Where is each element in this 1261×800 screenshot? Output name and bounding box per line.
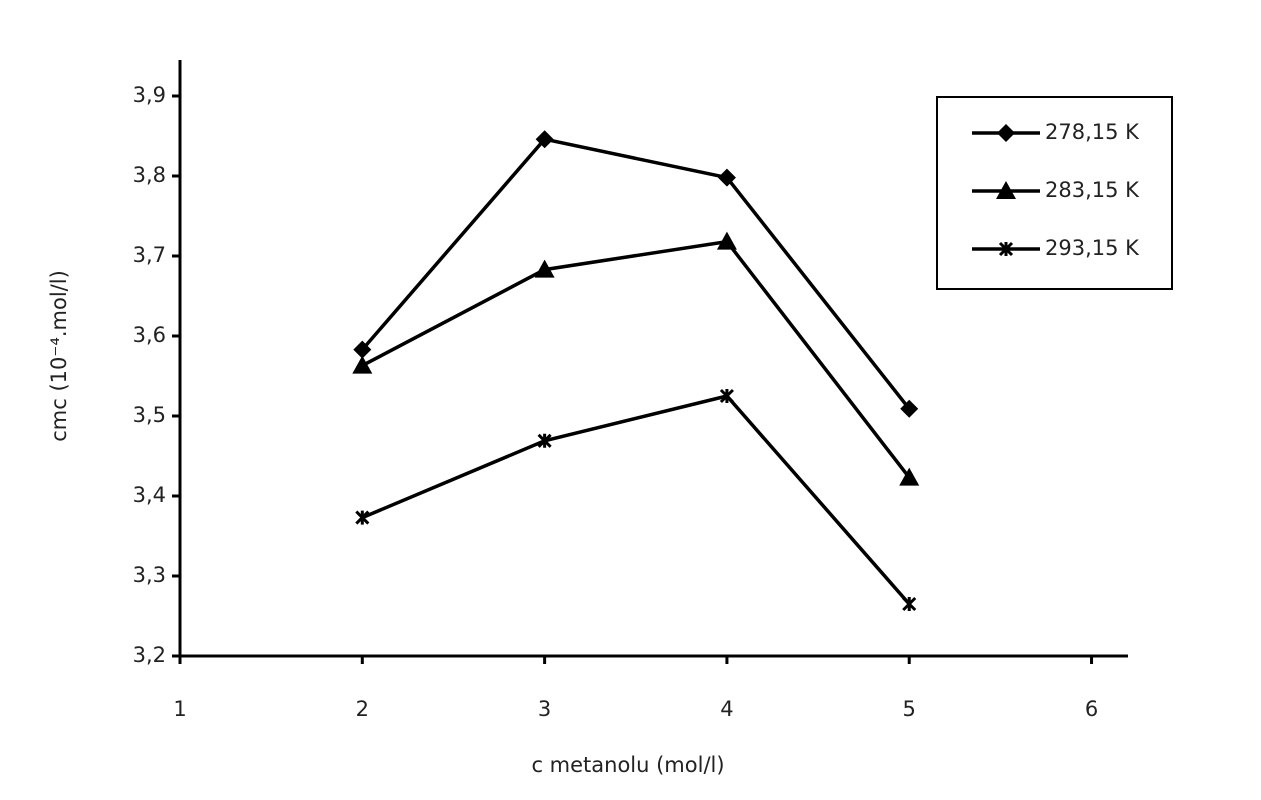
marker xyxy=(899,467,920,486)
marker xyxy=(534,259,555,278)
legend-label: 278,15 K xyxy=(1045,120,1140,144)
y-tick-label: 3,7 xyxy=(133,243,166,267)
marker xyxy=(716,231,737,250)
marker xyxy=(719,388,734,404)
x-axis-title: c metanolu (mol/l) xyxy=(531,753,724,777)
x-tick-label: 2 xyxy=(356,697,369,721)
series-line xyxy=(361,394,911,606)
marker xyxy=(352,355,373,374)
x-tick-label: 6 xyxy=(1085,697,1098,721)
marker xyxy=(353,340,372,359)
marker xyxy=(996,181,1016,199)
y-tick-label: 3,9 xyxy=(133,83,166,107)
legend-box xyxy=(936,96,1173,290)
marker xyxy=(997,124,1015,142)
marker xyxy=(355,510,370,525)
y-tick-label: 3,4 xyxy=(133,483,166,507)
y-axis-title: cmc (10⁻⁴.mol/l) xyxy=(47,270,71,442)
y-tick-label: 3,2 xyxy=(133,643,166,667)
series-line xyxy=(361,239,911,479)
y-tick-label: 3,8 xyxy=(133,163,166,187)
marker xyxy=(998,241,1014,257)
x-tick-label: 3 xyxy=(538,697,551,721)
y-tick-label: 3,5 xyxy=(133,403,166,427)
marker xyxy=(717,168,736,187)
series-line xyxy=(360,137,911,410)
x-tick-label: 1 xyxy=(173,697,186,721)
y-tick-label: 3,6 xyxy=(133,323,166,347)
x-tick-label: 4 xyxy=(720,697,733,721)
marker xyxy=(535,130,554,149)
marker xyxy=(537,433,552,448)
marker xyxy=(900,399,919,418)
legend-label: 283,15 K xyxy=(1045,178,1140,202)
marker xyxy=(902,596,917,612)
x-tick-label: 5 xyxy=(903,697,916,721)
legend-label: 293,15 K xyxy=(1045,236,1140,260)
y-tick-label: 3,3 xyxy=(133,563,166,587)
